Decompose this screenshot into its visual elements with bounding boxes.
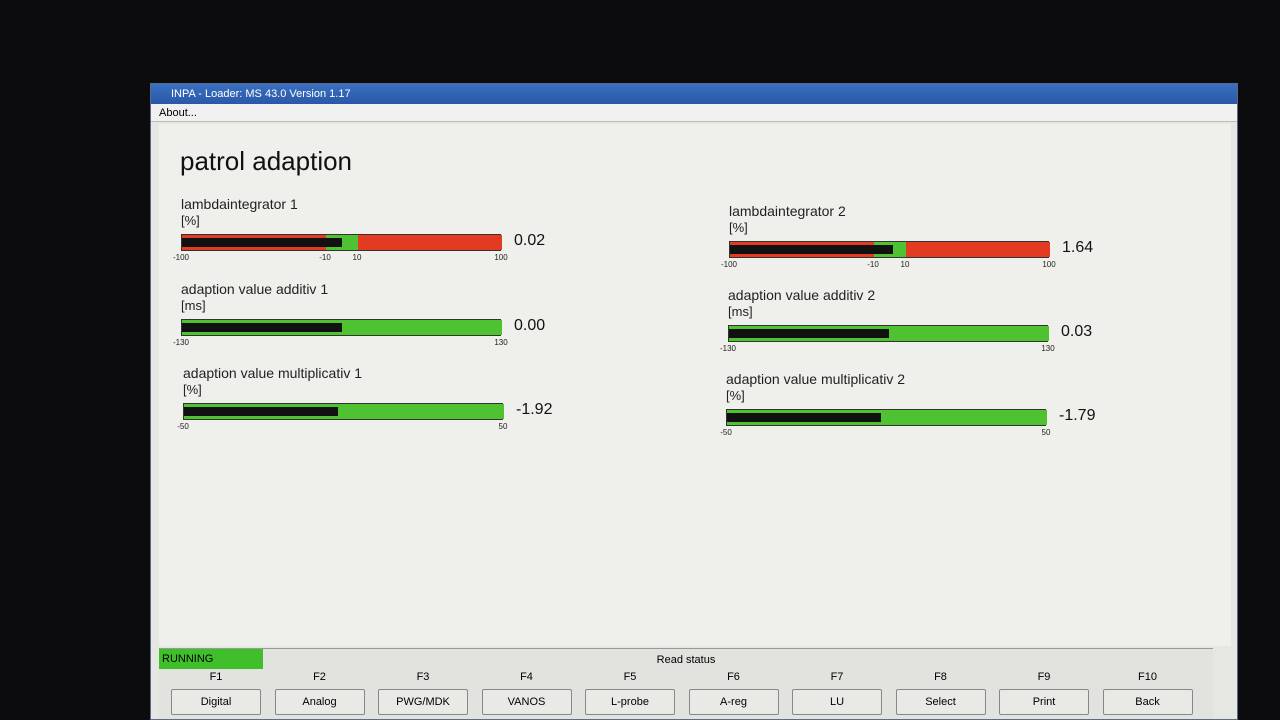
status-indicator: RUNNING — [159, 649, 263, 669]
gauge-unit: [%] — [183, 382, 202, 397]
gauge-bar — [181, 319, 502, 336]
function-key-button[interactable]: Digital — [171, 689, 261, 715]
gauge-unit: [%] — [729, 220, 748, 235]
gauge-value: 0.03 — [1061, 323, 1093, 340]
function-key: F6 A-reg — [685, 671, 783, 719]
function-key-button[interactable]: PWG/MDK — [378, 689, 468, 715]
gauge-tick-label: -50 — [177, 422, 189, 431]
gauge-tick-label: -50 — [720, 428, 732, 437]
gauge-bar — [726, 409, 1047, 426]
function-key: F2 Analog — [271, 671, 369, 719]
function-key-button[interactable]: Analog — [274, 689, 365, 715]
gauge-unit: [ms] — [728, 304, 753, 319]
function-bar: RUNNING Read status F1 Digital F2 Analog F3 P… — [159, 648, 1213, 719]
title-bar: INPA - Loader: MS 43.0 Version 1.17 — [151, 84, 1237, 104]
gauge-bar — [729, 241, 1050, 258]
gauge-tick-label: 50 — [498, 422, 508, 431]
gauge-label: lambdaintegrator 1 — [181, 196, 298, 212]
gauge-tick-label: 100 — [1042, 260, 1056, 269]
gauge-bar — [183, 403, 504, 420]
gauge-zone — [358, 235, 502, 250]
gauge-tick-label: -100 — [172, 253, 190, 262]
function-key-code: F8 — [934, 671, 947, 683]
function-key: F1 Digital — [167, 671, 265, 719]
function-key-button[interactable]: LU — [792, 689, 882, 715]
gauge-unit: [ms] — [181, 298, 206, 313]
gauge-value: 0.00 — [514, 317, 546, 334]
function-key-code: F4 — [520, 671, 533, 683]
gauge-bar — [728, 325, 1049, 342]
function-key-button[interactable]: Print — [999, 689, 1089, 715]
gauge-tick-label: -10 — [319, 253, 331, 262]
gauge-unit: [%] — [726, 388, 745, 403]
function-key-button[interactable]: VANOS — [481, 689, 572, 715]
gauge-value: -1.79 — [1059, 407, 1096, 424]
function-key-button[interactable]: Back — [1102, 689, 1193, 715]
gauge-label: adaption value additiv 1 — [181, 281, 329, 297]
status-caption: Read status — [656, 654, 716, 666]
gauge-label: lambdaintegrator 2 — [729, 203, 846, 219]
function-key: F7 LU — [788, 671, 886, 719]
function-key: F9 Print — [995, 671, 1093, 719]
function-key-code: F9 — [1037, 671, 1051, 683]
app-window: INPA - Loader: MS 43.0 Version 1.17 Abou… — [150, 83, 1238, 720]
gauge-label: adaption value multiplicativ 2 — [726, 371, 905, 387]
gauge-value: 1.64 — [1062, 239, 1094, 256]
function-key-code: F2 — [313, 671, 326, 683]
gauge-fill — [730, 245, 893, 254]
function-key: F3 PWG/MDK — [374, 671, 472, 719]
gauge-tick-label: 130 — [494, 338, 508, 347]
function-key: F4 VANOS — [478, 671, 576, 719]
function-key-code: F7 — [830, 671, 844, 683]
gauge-tick-label: 130 — [1041, 344, 1055, 353]
gauge-fill — [182, 238, 343, 247]
gauge-fill — [182, 323, 342, 332]
gauge-tick-label: -130 — [719, 344, 737, 353]
gauge-fill — [184, 407, 338, 416]
gauge-tick-label: -100 — [720, 260, 738, 269]
gauge-value: 0.02 — [514, 232, 546, 249]
content-area: patrol adaption lambdaintegrator 1 [%] -10… — [159, 124, 1231, 646]
function-key-code: F5 — [623, 671, 637, 683]
gauge-tick-label: -10 — [867, 260, 879, 269]
gauge-bar — [181, 234, 502, 251]
gauge-fill — [727, 413, 882, 422]
function-key: F10 Back — [1099, 671, 1197, 719]
function-key-button[interactable]: L-probe — [585, 689, 675, 715]
function-key-code: F10 — [1138, 671, 1157, 683]
gauge-label: adaption value multiplicativ 1 — [183, 365, 362, 381]
gauge-tick-label: 10 — [352, 253, 362, 262]
function-key: F5 L-probe — [581, 671, 679, 719]
function-key-code: F3 — [416, 671, 430, 683]
function-key-code: F6 — [727, 671, 740, 683]
gauge-label: adaption value additiv 2 — [728, 287, 876, 303]
gauge-tick-label: 100 — [494, 253, 508, 262]
gauge-value: -1.92 — [516, 401, 553, 418]
gauge-fill — [729, 329, 890, 338]
function-key-button[interactable]: Select — [895, 689, 986, 715]
gauge-zone — [906, 242, 1050, 257]
menu-item[interactable]: About... — [159, 107, 197, 119]
function-key: F8 Select — [892, 671, 990, 719]
menu-bar: About... — [151, 104, 1237, 122]
gauge-tick-label: -130 — [172, 338, 190, 347]
function-key-button[interactable]: A-reg — [688, 689, 779, 715]
function-key-code: F1 — [209, 671, 223, 683]
gauge-tick-label: 10 — [900, 260, 910, 269]
gauge-unit: [%] — [181, 213, 200, 228]
gauge-tick-label: 50 — [1041, 428, 1051, 437]
page-title: patrol adaption — [180, 146, 353, 176]
